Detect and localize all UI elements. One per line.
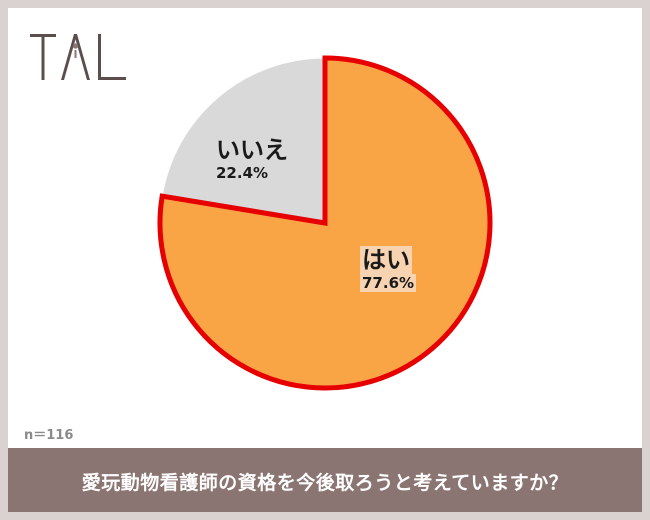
chart-frame: はい 77.6% いいえ 22.4% n＝116 愛玩動物看護師の資格を今後取ろ… [8,8,642,512]
slice-value-yes: 77.6% [360,274,417,292]
pie-chart [157,55,493,391]
slice-label-yes: はい 77.6% [360,246,417,293]
pie-slice-yes [157,55,493,391]
tal-logo [30,34,126,80]
slice-category-no: いいえ [214,136,290,164]
sample-size-label: n＝116 [24,428,74,443]
slice-category-yes: はい [360,246,412,274]
question-banner: 愛玩動物看護師の資格を今後取ろうと考えていますか？ [8,448,642,512]
slice-label-no: いいえ 22.4% [214,136,290,183]
slice-value-no: 22.4% [214,164,271,182]
question-text: 愛玩動物看護師の資格を今後取ろうと考えていますか？ [81,472,569,494]
